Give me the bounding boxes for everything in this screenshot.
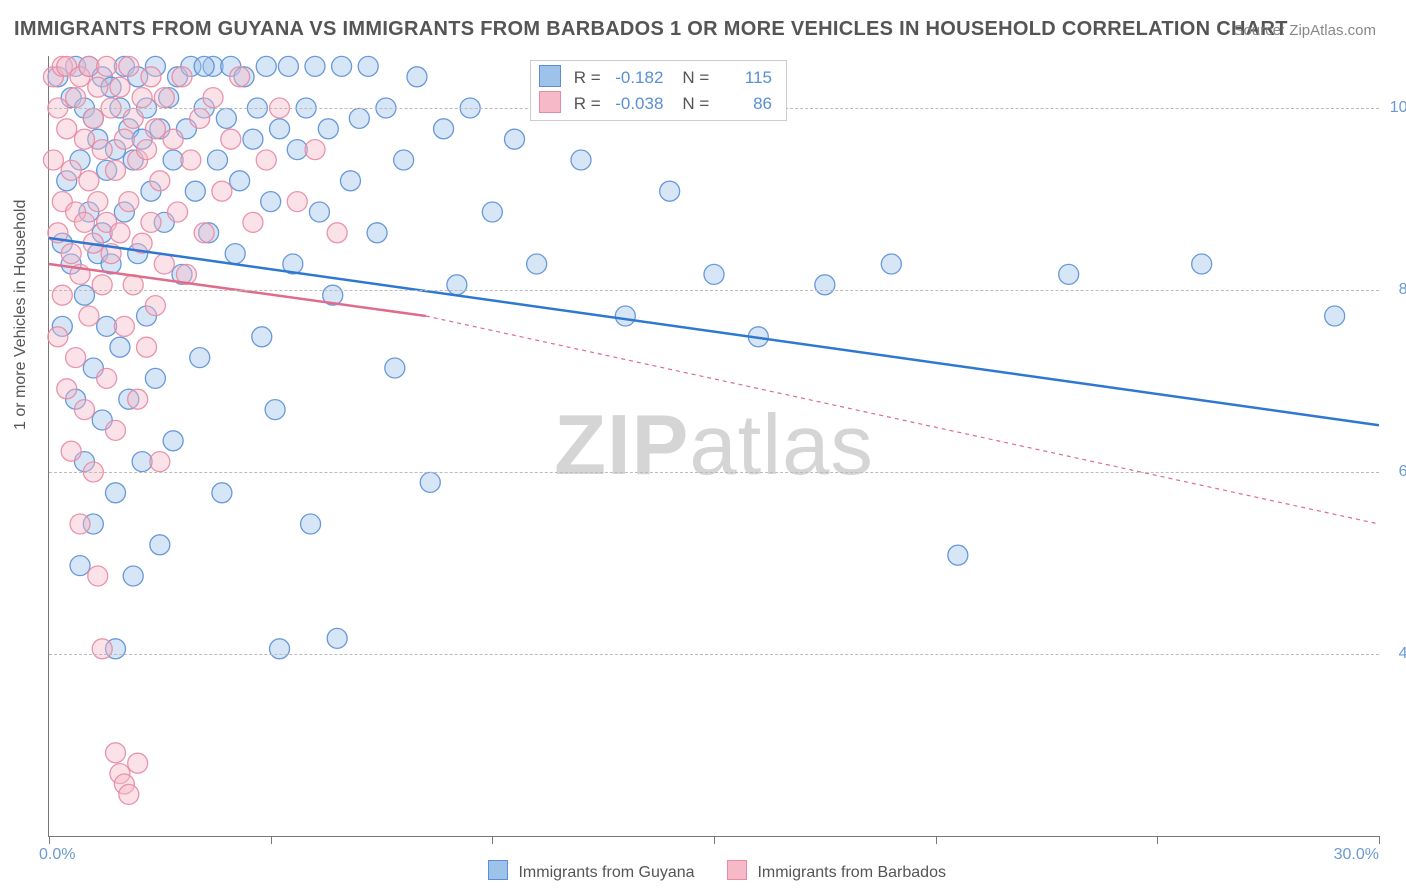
legend-row-guyana: R = -0.182 N = 115 [539, 65, 772, 91]
legend-label-guyana: Immigrants from Guyana [518, 864, 694, 881]
plot-svg [49, 56, 1379, 836]
y-tick-label: 100.0% [1390, 99, 1406, 117]
correlation-legend: R = -0.182 N = 115 R = -0.038 N = 86 [530, 60, 787, 121]
plot-area: ZIPatlas 0.0% 30.0% 100.0%82.5%65.0%47.5… [48, 56, 1379, 837]
y-tick-label: 47.5% [1399, 645, 1406, 663]
swatch-barbados-icon [727, 860, 747, 880]
swatch-guyana-icon [488, 860, 508, 880]
chart-container: IMMIGRANTS FROM GUYANA VS IMMIGRANTS FRO… [0, 0, 1406, 892]
legend-label-barbados: Immigrants from Barbados [757, 864, 946, 881]
chart-title: IMMIGRANTS FROM GUYANA VS IMMIGRANTS FRO… [14, 18, 1288, 41]
swatch-guyana-icon [539, 65, 561, 87]
y-tick-label: 65.0% [1399, 463, 1406, 481]
y-tick-label: 82.5% [1399, 281, 1406, 299]
source-label: Source: ZipAtlas.com [1233, 22, 1376, 39]
series-legend: Immigrants from Guyana Immigrants from B… [0, 860, 1406, 882]
swatch-barbados-icon [539, 91, 561, 113]
legend-row-barbados: R = -0.038 N = 86 [539, 91, 772, 117]
y-axis-title: 1 or more Vehicles in Household [12, 200, 30, 430]
